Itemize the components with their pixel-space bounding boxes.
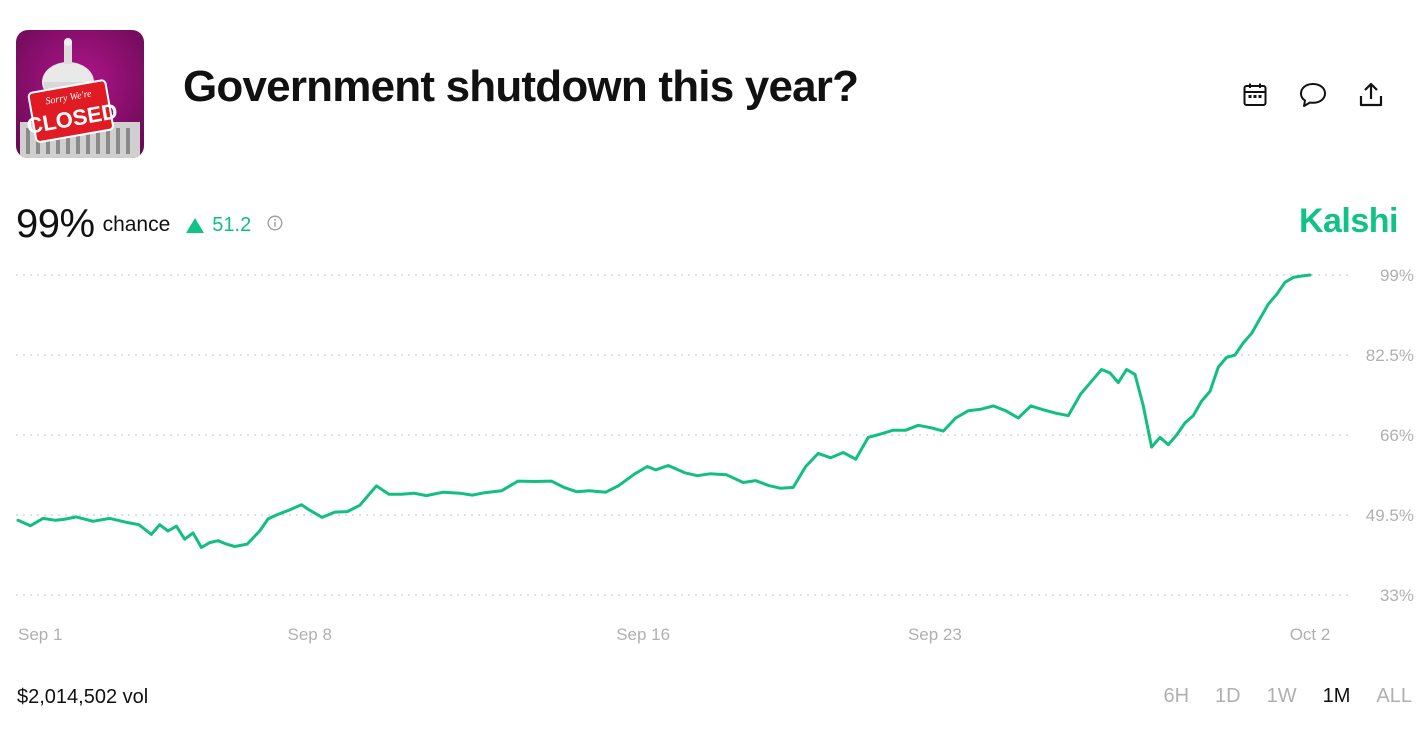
change-value: 51.2 <box>212 213 252 236</box>
y-tick-label: 33% <box>1380 586 1414 605</box>
y-tick-label: 99% <box>1380 266 1414 285</box>
y-tick-label: 49.5% <box>1366 506 1414 525</box>
range-1w-button[interactable]: 1W <box>1266 685 1297 707</box>
capitol-closed-sign-image: Sorry We're CLOSED <box>16 30 144 158</box>
chance-label: chance <box>102 213 171 236</box>
x-tick-label: Sep 16 <box>616 625 670 644</box>
x-tick-label: Sep 8 <box>288 625 332 644</box>
series-line <box>16 273 1312 549</box>
market-title: Government shutdown this year? <box>183 62 859 111</box>
range-6h-button[interactable]: 6H <box>1163 685 1190 707</box>
x-tick-label: Sep 23 <box>908 625 962 644</box>
share-icon <box>1359 82 1383 107</box>
x-tick-label: Oct 2 <box>1290 625 1331 644</box>
share-button[interactable] <box>1354 78 1388 112</box>
info-icon <box>267 215 283 230</box>
y-tick-label: 82.5% <box>1366 346 1414 365</box>
probability-value: 99% <box>16 201 95 246</box>
calendar-button[interactable] <box>1238 78 1272 112</box>
market-actions <box>1238 78 1388 112</box>
range-all-button[interactable]: ALL <box>1376 685 1412 707</box>
info-button[interactable] <box>267 215 283 236</box>
probability-summary: 99% chance 51.2 <box>16 200 283 248</box>
comment-button[interactable] <box>1296 78 1330 112</box>
comment-icon <box>1300 83 1326 107</box>
range-1d-button[interactable]: 1D <box>1215 685 1241 707</box>
y-tick-label: 66% <box>1380 426 1414 445</box>
probability-chart: 99% 82.5% 66% 49.5% 33% Sep 1 Sep 8 Sep 16 Sep 2… <box>16 266 1414 644</box>
triangle-up-icon <box>186 217 205 233</box>
x-tick-label: Sep 1 <box>18 625 62 644</box>
market-image: Sorry We're CLOSED <box>16 30 144 158</box>
calendar-icon <box>1243 83 1267 106</box>
range-1m-button[interactable]: 1M <box>1322 685 1351 707</box>
time-range-selector: 6H 1D 1W 1M ALL <box>1163 685 1412 708</box>
brand-logo: Kalshi <box>1298 202 1399 240</box>
change-indicator: 51.2 <box>186 214 251 237</box>
volume-label: $2,014,502 vol <box>17 686 149 708</box>
